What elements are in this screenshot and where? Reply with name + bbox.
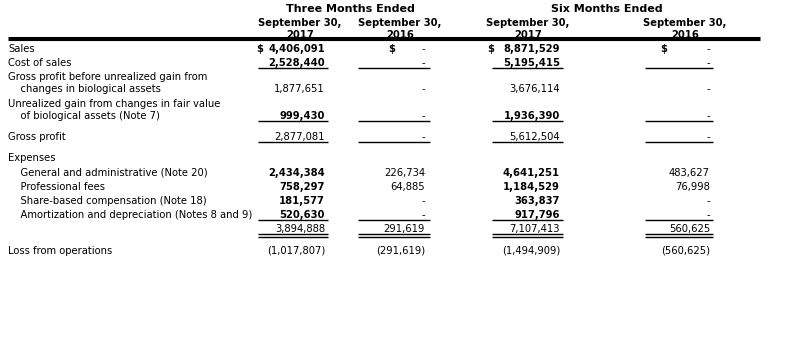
Text: 560,625: 560,625 [669,224,710,234]
Text: $: $ [487,44,494,54]
Text: -: - [421,58,425,68]
Text: 2,877,081: 2,877,081 [275,132,325,142]
Text: 2,434,384: 2,434,384 [268,168,325,178]
Text: 917,796: 917,796 [514,210,560,220]
Text: -: - [421,132,425,142]
Text: -: - [421,196,425,206]
Text: Sales: Sales [8,44,35,54]
Text: 3,894,888: 3,894,888 [275,224,325,234]
Text: (291,619): (291,619) [376,246,425,256]
Text: Expenses: Expenses [8,153,55,163]
Text: Unrealized gain from changes in fair value: Unrealized gain from changes in fair val… [8,99,220,109]
Text: -: - [421,210,425,220]
Text: 64,885: 64,885 [391,182,425,192]
Text: September 30,
2016: September 30, 2016 [358,18,442,40]
Text: Professional fees: Professional fees [8,182,105,192]
Text: September 30,
2017: September 30, 2017 [486,18,570,40]
Text: Loss from operations: Loss from operations [8,246,112,256]
Text: General and administrative (Note 20): General and administrative (Note 20) [8,168,208,178]
Text: Three Months Ended: Three Months Ended [286,4,414,14]
Text: (560,625): (560,625) [661,246,710,256]
Text: Six Months Ended: Six Months Ended [551,4,662,14]
Text: Gross profit: Gross profit [8,132,65,142]
Text: Share-based compensation (Note 18): Share-based compensation (Note 18) [8,196,207,206]
Text: Cost of sales: Cost of sales [8,58,72,68]
Text: 5,612,504: 5,612,504 [510,132,560,142]
Text: 483,627: 483,627 [669,168,710,178]
Text: 5,195,415: 5,195,415 [503,58,560,68]
Text: 291,619: 291,619 [383,224,425,234]
Text: 363,837: 363,837 [514,196,560,206]
Text: 4,641,251: 4,641,251 [503,168,560,178]
Text: changes in biological assets: changes in biological assets [8,84,161,94]
Text: -: - [706,111,710,121]
Text: (1,017,807): (1,017,807) [267,246,325,256]
Text: 226,734: 226,734 [384,168,425,178]
Text: 76,998: 76,998 [675,182,710,192]
Text: -: - [706,58,710,68]
Text: -: - [706,84,710,94]
Text: September 30,
2016: September 30, 2016 [643,18,727,40]
Text: 4,406,091: 4,406,091 [268,44,325,54]
Text: -: - [421,84,425,94]
Text: -: - [706,210,710,220]
Text: 2,528,440: 2,528,440 [268,58,325,68]
Text: 1,877,651: 1,877,651 [275,84,325,94]
Text: 3,676,114: 3,676,114 [510,84,560,94]
Text: 7,107,413: 7,107,413 [510,224,560,234]
Text: $: $ [256,44,263,54]
Text: 1,936,390: 1,936,390 [503,111,560,121]
Text: 758,297: 758,297 [279,182,325,192]
Text: September 30,
2017: September 30, 2017 [258,18,342,40]
Text: 999,430: 999,430 [279,111,325,121]
Text: 8,871,529: 8,871,529 [503,44,560,54]
Text: of biological assets (Note 7): of biological assets (Note 7) [8,111,160,121]
Text: 520,630: 520,630 [279,210,325,220]
Text: Gross profit before unrealized gain from: Gross profit before unrealized gain from [8,72,208,82]
Text: 181,577: 181,577 [279,196,325,206]
Text: (1,494,909): (1,494,909) [502,246,560,256]
Text: -: - [421,111,425,121]
Text: -: - [706,196,710,206]
Text: -: - [421,44,425,54]
Text: $: $ [388,44,394,54]
Text: -: - [706,132,710,142]
Text: Amortization and depreciation (Notes 8 and 9): Amortization and depreciation (Notes 8 a… [8,210,252,220]
Text: 1,184,529: 1,184,529 [503,182,560,192]
Text: $: $ [660,44,667,54]
Text: -: - [706,44,710,54]
